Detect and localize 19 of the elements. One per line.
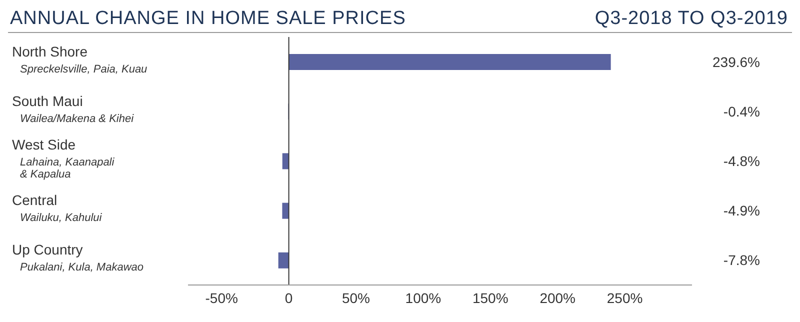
chart-subtitle: Q3-2018 TO Q3-2019 <box>594 8 788 30</box>
data-label: -0.4% <box>723 103 760 120</box>
x-tick-label: -50% <box>205 290 238 306</box>
x-tick-label: 200% <box>540 290 576 306</box>
y-tick-label: North Shore Spreckelsville, Paia, Kuau <box>12 43 148 76</box>
x-tick-label: 100% <box>405 290 442 306</box>
x-tick-label: 150% <box>472 290 508 306</box>
x-tick-label: 250% <box>606 290 643 306</box>
chart-title: ANNUAL CHANGE IN HOME SALE PRICES <box>10 8 406 30</box>
y-tick-label: Up Country Pukalani, Kula, Makawao <box>12 242 144 274</box>
y-tick-label: South Maui Wailea/Makena & Kihei <box>12 92 134 125</box>
y-tick-label: Central Wailuku, Kahului <box>12 192 102 224</box>
data-label: -7.8% <box>723 252 760 268</box>
y-tick-label: West Side Lahaina, Kaanapali & Kapalua <box>12 136 115 180</box>
data-label: 239.6% <box>712 54 760 70</box>
data-label: -4.9% <box>723 202 760 219</box>
x-tick-label: 0 <box>284 290 293 306</box>
data-label: -4.8% <box>723 152 760 169</box>
x-tick-label: 50% <box>342 290 370 306</box>
